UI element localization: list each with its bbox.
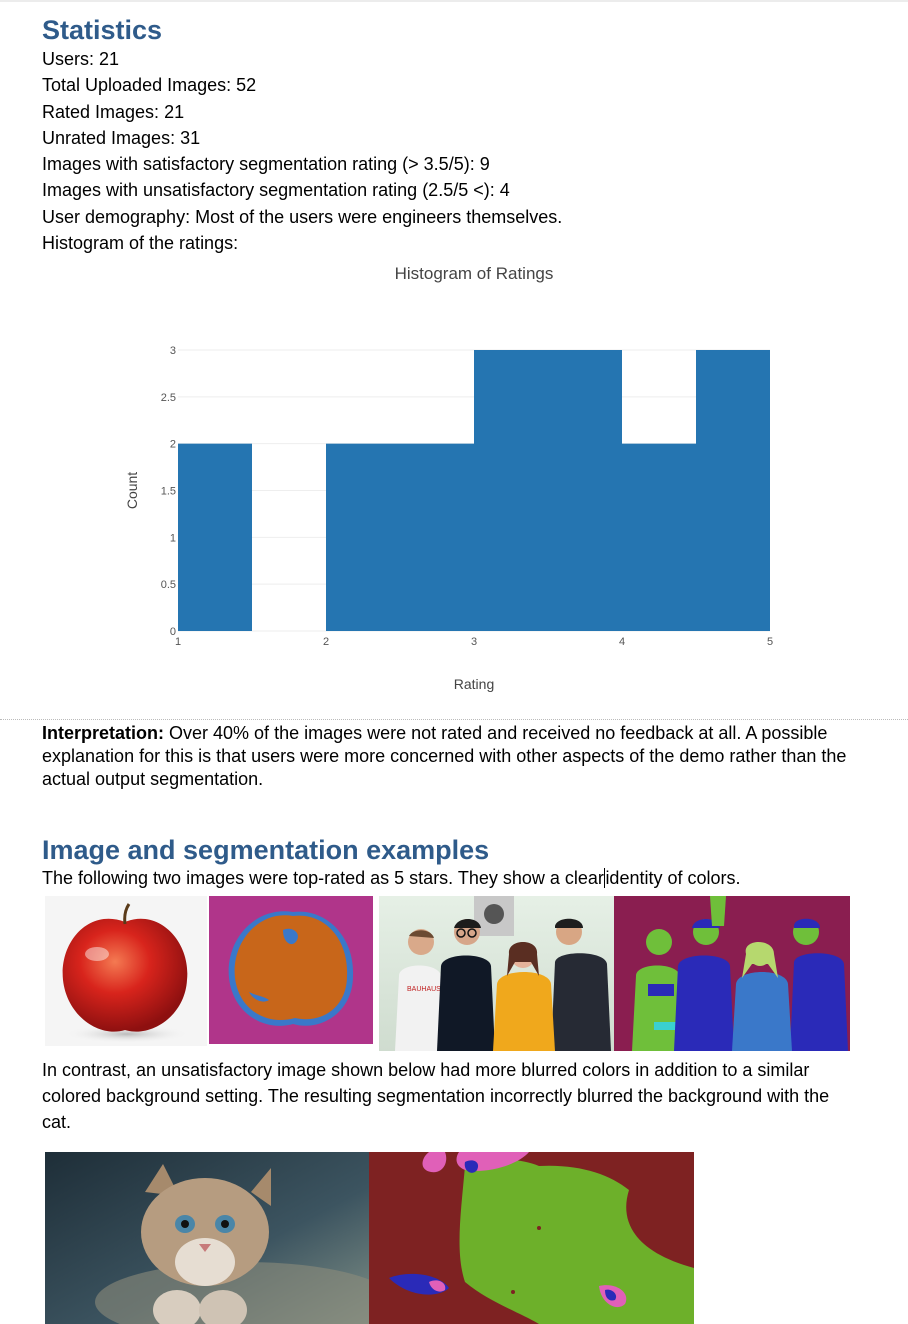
x-tick-label-4: 5 <box>767 636 773 648</box>
stat-rated: Rated Images: 21 <box>42 101 185 122</box>
group-photo: BAUHAUS <box>379 896 614 1051</box>
y-tick-label-4: 2 <box>170 439 176 451</box>
apple-segmentation <box>209 896 373 1044</box>
top-divider <box>0 0 908 2</box>
text-cursor <box>603 868 606 888</box>
y-tick-label-5: 2.5 <box>161 392 176 404</box>
x-axis-label: Rating <box>454 676 494 692</box>
examples-intro: The following two images were top-rated … <box>42 866 741 890</box>
y-tick-label-6: 3 <box>170 345 176 357</box>
x-tick-label-1: 2 <box>323 636 329 648</box>
ratings-histogram: 0 0.5 1 1.5 2 2.5 3 1 2 3 4 5 Histogram of Ratings Ra… <box>100 258 820 703</box>
interpretation-paragraph: Interpretation: Over 40% of the images w… <box>42 722 872 791</box>
cat-photo <box>45 1152 369 1324</box>
examples-intro-text: The following two images were top-rated … <box>42 868 604 888</box>
interpretation-text: Over 40% of the images were not rated an… <box>42 723 847 789</box>
stat-histogram-intro: Histogram of the ratings: <box>42 233 239 254</box>
y-tick-label-2: 1 <box>170 532 176 544</box>
histogram-bar-6 <box>548 350 622 631</box>
y-tick-label-0: 0 <box>170 626 176 638</box>
group-segmentation <box>614 896 850 1051</box>
apple-photo <box>45 896 207 1046</box>
stat-satisfactory: Images with satisfactory segmentation ra… <box>42 154 490 175</box>
histogram-bar-4 <box>400 443 474 631</box>
examples-intro-text-end: identity of colors. <box>605 868 741 888</box>
contrast-paragraph: In contrast, an unsatisfactory image sho… <box>42 1060 830 1132</box>
x-tick-label-2: 3 <box>471 636 477 648</box>
histogram-bar-5 <box>474 350 548 631</box>
interpretation-label: Interpretation: <box>42 723 165 743</box>
stat-users: Users: 21 <box>42 49 120 69</box>
x-tick-label-0: 1 <box>175 636 181 648</box>
y-tick-label-1: 0.5 <box>161 579 176 591</box>
examples-heading: Image and segmentation examples <box>42 835 490 865</box>
statistics-list: Users: 21 Total Uploaded Images: 52 Rate… <box>42 46 562 256</box>
statistics-heading: Statistics <box>42 15 163 45</box>
y-tick-label-3: 1.5 <box>161 486 176 498</box>
section-divider <box>0 719 908 720</box>
histogram-bar-7 <box>622 443 696 631</box>
chart-title: Histogram of Ratings <box>395 264 554 283</box>
shirt-print: BAUHAUS <box>407 986 441 993</box>
stat-total-uploaded: Total Uploaded Images: 52 <box>42 75 257 96</box>
stat-unrated: Unrated Images: 31 <box>42 127 201 148</box>
histogram-svg: 0 0.5 1 1.5 2 2.5 3 1 2 3 4 5 Histogram of Ratings Ra… <box>124 264 773 692</box>
y-axis-label: Count <box>124 472 140 509</box>
histogram-bar-8 <box>696 350 770 631</box>
stat-demography: User demography: Most of the users were … <box>42 206 563 227</box>
cat-segmentation <box>369 1152 694 1324</box>
histogram-bar-3 <box>326 443 400 631</box>
x-tick-label-3: 4 <box>619 636 625 648</box>
histogram-bar-1 <box>178 443 252 631</box>
stat-unsatisfactory: Images with unsatisfactory segmentation … <box>42 180 510 201</box>
